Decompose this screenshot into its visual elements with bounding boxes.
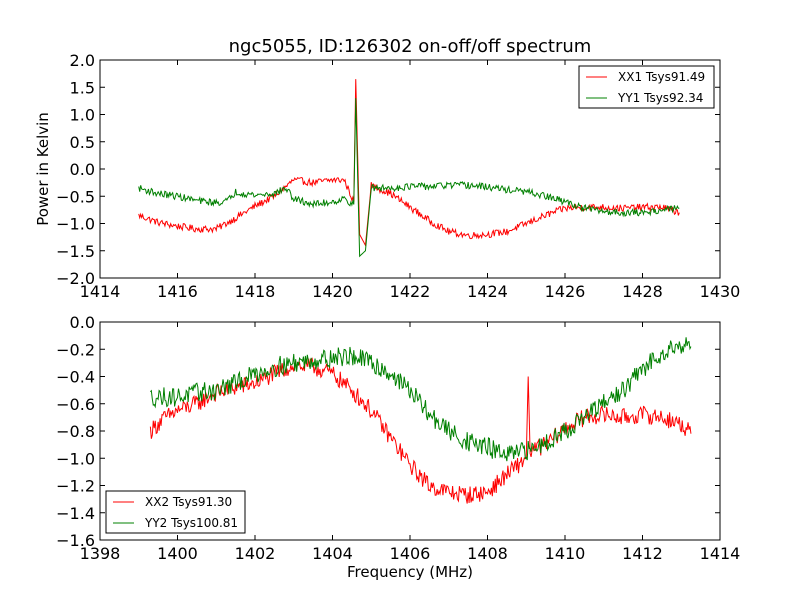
y-axis-label: Power in Kelvin — [34, 112, 52, 226]
legend-label: XX2 Tsys91.30 — [145, 495, 232, 509]
y-tick-label: −0.6 — [56, 395, 95, 414]
legend-label: YY1 Tsys92.34 — [617, 91, 703, 105]
chart-title: ngc5055, ID:126302 on-off/off spectrum — [229, 36, 592, 57]
x-tick-label: 1400 — [157, 544, 198, 563]
x-tick-label: 1420 — [312, 282, 353, 301]
y-tick-label: −0.8 — [56, 422, 95, 441]
top-panel: 1414 1416 1418 1420 1422 1424 1426 1428 1430 −2.0… — [56, 51, 740, 301]
x-tick-label: 1412 — [622, 544, 663, 563]
x-tick-label: 1424 — [467, 282, 508, 301]
y-tick-label: −1.5 — [56, 242, 95, 261]
y-tick-label: 1.5 — [70, 78, 95, 97]
y-tick-label: −1.4 — [56, 504, 95, 523]
bottom-panel: 1398 1400 1402 1404 1406 1408 1410 1412 1414 −1.6… — [56, 313, 740, 563]
x-tick-label: 1418 — [235, 282, 276, 301]
x-tick-label: 1430 — [700, 282, 741, 301]
x-tick-label: 1426 — [545, 282, 586, 301]
x-tick-label: 1428 — [622, 282, 663, 301]
x-tick-label: 1422 — [390, 282, 431, 301]
y-tick-label: −0.4 — [56, 368, 95, 387]
series-line-2 — [150, 337, 692, 462]
legend-box — [578, 65, 715, 109]
y-tick-label: 0.0 — [70, 313, 95, 332]
y-tick-label: 1.0 — [70, 106, 95, 125]
legend: XX1 Tsys91.49 YY1 Tsys92.34 — [578, 65, 715, 109]
legend-box — [105, 490, 246, 534]
x-tick-label: 1406 — [390, 544, 431, 563]
y-tick-label: −1.0 — [56, 215, 95, 234]
y-tick-label: −1.6 — [56, 531, 95, 550]
x-tick-label: 1414 — [80, 282, 121, 301]
x-tick-label: 1408 — [467, 544, 508, 563]
legend-label: XX1 Tsys91.49 — [618, 70, 705, 84]
x-tick-label: 1398 — [80, 544, 121, 563]
legend-label: YY2 Tsys100.81 — [144, 516, 238, 530]
legend: XX2 Tsys91.30 YY2 Tsys100.81 — [105, 490, 246, 534]
x-tick-label: 1402 — [235, 544, 276, 563]
y-tick-label: 2.0 — [70, 51, 95, 70]
x-axis-label: Frequency (MHz) — [347, 563, 473, 581]
y-tick-label: −2.0 — [56, 269, 95, 288]
y-tick-label: 0.5 — [70, 133, 95, 152]
y-tick-label: −1.0 — [56, 449, 95, 468]
x-tick-label: 1404 — [312, 544, 353, 563]
y-tick-label: −0.5 — [56, 187, 95, 206]
y-tick-label: 0.0 — [70, 160, 95, 179]
x-tick-label: 1410 — [545, 544, 586, 563]
y-tick-label: −1.2 — [56, 477, 95, 496]
series-line-2 — [138, 98, 680, 258]
x-tick-label: 1414 — [700, 544, 741, 563]
y-tick-label: −0.2 — [56, 340, 95, 359]
x-tick-label: 1416 — [157, 282, 198, 301]
